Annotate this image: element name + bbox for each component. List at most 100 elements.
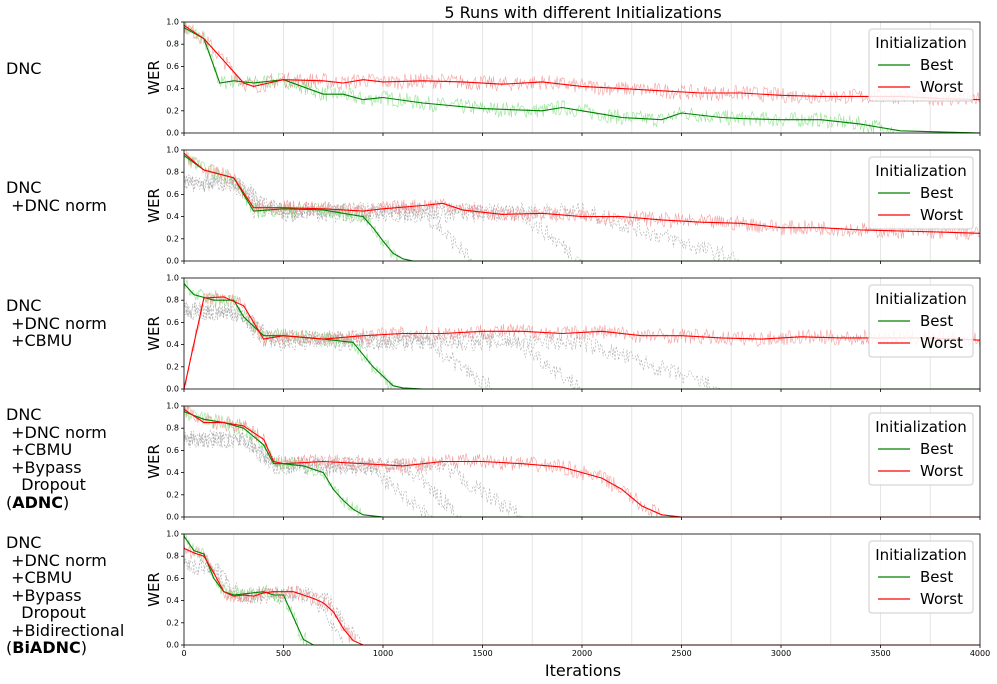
y-tick-label: 1.0 bbox=[166, 530, 179, 539]
panel-1: 0.0 0.2 0.4 0.6 0.8 1.0 WER Initialization Best W… bbox=[145, 18, 981, 138]
row-label-line: +Bypass bbox=[6, 457, 82, 477]
y-axis-label: WER bbox=[145, 60, 163, 95]
x-tick-label: 1000 bbox=[373, 649, 393, 658]
y-tick-label: 0.2 bbox=[166, 362, 179, 371]
row-label-bold: ADNC bbox=[12, 492, 64, 512]
row-label-line: +Bidirectional bbox=[6, 620, 125, 640]
y-tick-label: 0.6 bbox=[166, 190, 179, 199]
y-tick-label: 0.0 bbox=[166, 385, 179, 394]
row-label-line: DNC bbox=[6, 533, 42, 552]
row-label-line: +CBMU bbox=[6, 568, 73, 587]
legend: Initialization Best Worst bbox=[868, 284, 974, 358]
legend-title: Initialization bbox=[875, 162, 966, 180]
y-tick-label: 0.6 bbox=[166, 62, 179, 71]
row-label-line: +Bypass bbox=[6, 585, 82, 605]
y-tick-label: 0.4 bbox=[166, 340, 179, 349]
row-label-line: Dropout bbox=[6, 603, 86, 622]
legend-label-best: Best bbox=[920, 440, 953, 458]
legend-label-best: Best bbox=[920, 568, 953, 586]
row-label-line: Dropout bbox=[6, 475, 86, 494]
y-tick-label: 0.0 bbox=[166, 641, 179, 650]
row-label-line: +DNC norm bbox=[6, 313, 107, 333]
legend-box bbox=[868, 540, 974, 614]
raw-trace-worst bbox=[183, 21, 980, 107]
row-label-line: +CBMU bbox=[6, 331, 73, 350]
y-tick-label: 0.4 bbox=[166, 468, 179, 477]
row-label-line: (ADNC) bbox=[6, 492, 70, 512]
legend: Initialization Best Worst bbox=[868, 412, 974, 486]
legend-box bbox=[868, 284, 974, 358]
series-line-best bbox=[183, 535, 980, 646]
series-line-worst bbox=[183, 24, 981, 101]
series-line-best bbox=[183, 27, 981, 134]
y-tick-label: 0.8 bbox=[166, 424, 179, 433]
x-tick-label: 3000 bbox=[771, 649, 791, 658]
y-tick-label: 0.6 bbox=[166, 446, 179, 455]
row-label-line: DNC bbox=[6, 59, 42, 78]
panel-3: 0.0 0.2 0.4 0.6 0.8 1.0 WER Initialization Best W… bbox=[145, 274, 981, 394]
series-line-best bbox=[183, 155, 980, 262]
row-label-line: +DNC norm bbox=[6, 422, 107, 442]
row-label-line: +DNC norm bbox=[6, 195, 107, 215]
legend-label-best: Best bbox=[920, 312, 953, 330]
legend-title: Initialization bbox=[875, 290, 966, 308]
y-tick-label: 0.0 bbox=[166, 129, 179, 138]
grey-run-1 bbox=[183, 302, 980, 390]
series-line-best bbox=[183, 411, 980, 518]
x-tick-label: 1500 bbox=[472, 649, 492, 658]
row-label-line: +CBMU bbox=[6, 440, 73, 459]
y-axis-label: WER bbox=[145, 188, 163, 223]
row-label-line: (BiADNC) bbox=[6, 638, 87, 657]
legend-title: Initialization bbox=[875, 34, 966, 52]
row-label-3: DNC +DNC norm +CBMU bbox=[6, 297, 107, 350]
y-tick-label: 0.6 bbox=[166, 574, 179, 583]
x-axis-label: Iterations bbox=[545, 661, 621, 680]
raw-trace-worst bbox=[183, 289, 981, 389]
legend: Initialization Best Worst bbox=[868, 156, 974, 230]
row-label-line: DNC bbox=[6, 178, 42, 197]
row-label-line: +DNC norm bbox=[6, 550, 107, 570]
grey-run-3 bbox=[183, 302, 980, 390]
row-label-4: DNC +DNC norm +CBMU +Bypass Dropout (ADNC… bbox=[6, 406, 107, 511]
y-tick-label: 1.0 bbox=[166, 146, 179, 155]
panel-2: 0.0 0.2 0.4 0.6 0.8 1.0 WER Initialization Best W… bbox=[145, 146, 981, 266]
y-tick-label: 0.8 bbox=[166, 296, 179, 305]
legend-box bbox=[868, 412, 974, 486]
raw-trace-worst bbox=[184, 149, 981, 241]
y-tick-label: 0.2 bbox=[166, 234, 179, 243]
row-label-5: DNC +DNC norm +CBMU +Bypass Dropout +Bid… bbox=[6, 534, 124, 657]
y-tick-label: 0.2 bbox=[166, 618, 179, 627]
y-tick-label: 0.2 bbox=[166, 106, 179, 115]
series-line-worst bbox=[183, 547, 980, 646]
row-label-bold: BiADNC bbox=[12, 638, 81, 657]
figure-title: 5 Runs with different Initializations bbox=[444, 3, 721, 22]
x-tick-label: 2500 bbox=[671, 649, 691, 658]
legend-title: Initialization bbox=[875, 546, 966, 564]
x-tick-label: 4000 bbox=[970, 649, 990, 658]
row-label-2: DNC +DNC norm bbox=[6, 179, 107, 214]
legend: Initialization Best Worst bbox=[868, 540, 974, 614]
legend-title: Initialization bbox=[875, 418, 966, 436]
y-axis-label: WER bbox=[145, 316, 163, 351]
y-axis-label: WER bbox=[145, 572, 163, 607]
y-tick-label: 0.4 bbox=[166, 212, 179, 221]
row-label-line: DNC bbox=[6, 296, 42, 315]
y-tick-label: 1.0 bbox=[166, 18, 179, 27]
legend-label-worst: Worst bbox=[920, 590, 963, 608]
y-tick-label: 0.8 bbox=[166, 40, 179, 49]
legend-box bbox=[868, 28, 974, 102]
y-tick-label: 0.4 bbox=[166, 84, 179, 93]
row-label-line: DNC bbox=[6, 405, 42, 424]
legend-label-best: Best bbox=[920, 184, 953, 202]
y-tick-label: 0.0 bbox=[166, 513, 179, 522]
panels: 0.0 0.2 0.4 0.6 0.8 1.0 WER Initialization Best W… bbox=[145, 18, 990, 659]
legend-label-worst: Worst bbox=[920, 334, 963, 352]
legend-label-best: Best bbox=[920, 56, 953, 74]
y-tick-label: 1.0 bbox=[166, 274, 179, 283]
y-tick-label: 0.2 bbox=[166, 490, 179, 499]
x-tick-label: 3500 bbox=[870, 649, 890, 658]
y-tick-label: 0.6 bbox=[166, 318, 179, 327]
series-line-worst bbox=[183, 296, 981, 390]
series-line-worst bbox=[183, 408, 980, 518]
